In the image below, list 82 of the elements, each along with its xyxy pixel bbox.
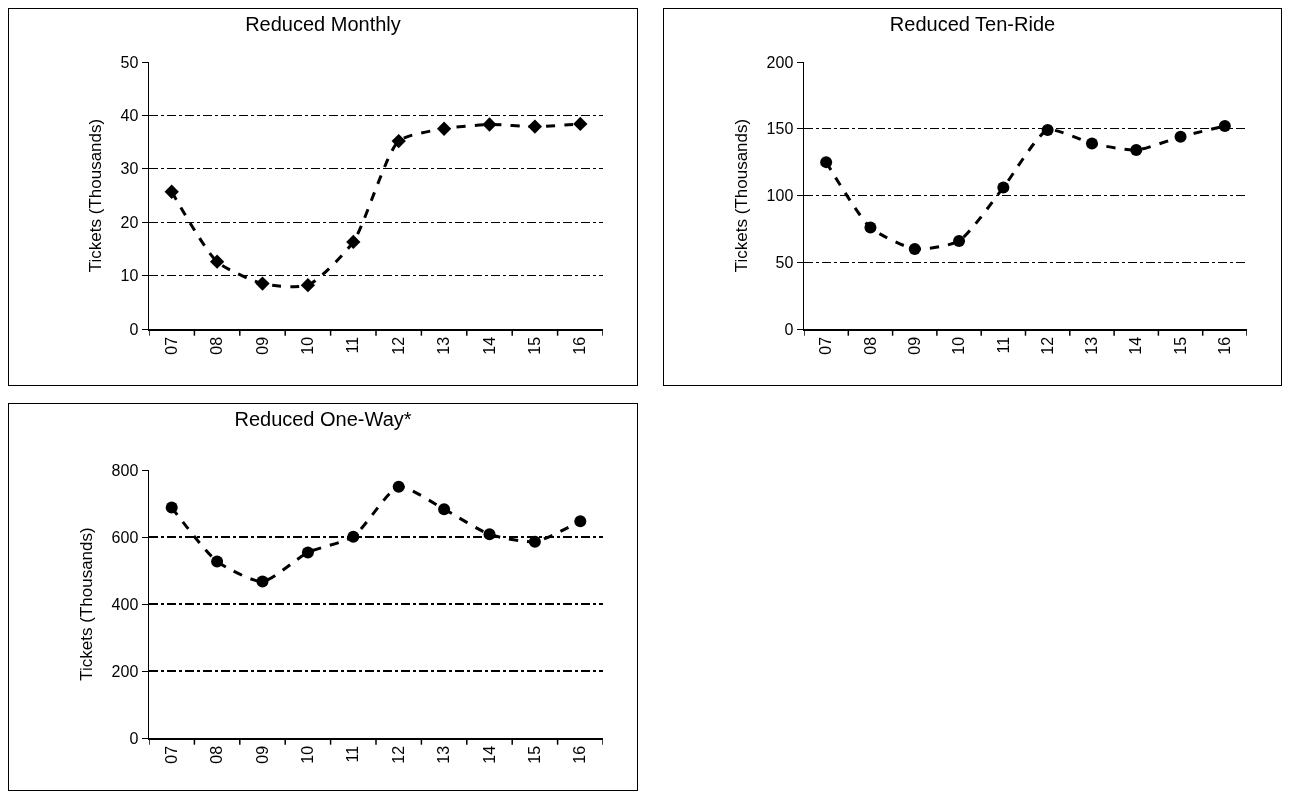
x-tick-label: 09 [905,336,923,355]
point [256,575,269,588]
y-tick-label: 0 [784,320,794,338]
y-tick-label: 30 [120,160,139,178]
y-tick-label: 40 [120,107,139,124]
y-tick-label: 50 [775,253,794,271]
point [209,254,225,269]
x-tick-label: 09 [253,336,271,355]
y-axis-title: Tickets (Thousands) [77,527,97,681]
y-tick-label: 800 [111,461,139,479]
point [1085,137,1098,150]
chart-title: Reduced Ten-Ride [889,12,1056,35]
point [392,480,405,493]
x-tick-label: 13 [1083,336,1101,355]
point [1174,130,1187,143]
x-tick-label: 07 [817,336,835,355]
point [1218,120,1231,133]
x-tick-label: 14 [480,745,498,764]
x-tick-label: 12 [1038,336,1056,355]
point [573,116,588,132]
x-tick-label: 11 [344,336,362,354]
x-tick-label: 11 [344,745,362,763]
y-tick-label: 10 [120,267,139,285]
x-tick-label: 14 [1127,336,1145,355]
point [527,119,543,134]
y-axis-title: Tickets (Thousands) [732,118,752,273]
x-tick-label: 15 [526,745,544,764]
y-tick-label: 0 [129,729,139,747]
point [300,278,316,293]
point [164,184,179,199]
y-tick-label: 50 [120,53,139,71]
point [391,133,406,149]
x-tick-label: 07 [162,745,180,764]
x-tick-label: 09 [253,745,271,764]
x-tick-label: 16 [571,745,589,764]
point [953,234,966,247]
y-axis-title: Tickets (Thousands) [86,118,106,273]
y-tick-label: 0 [129,320,139,338]
point [908,242,921,255]
x-tick-label: 08 [208,336,226,355]
x-tick-label: 08 [208,745,226,764]
point [211,555,224,568]
point [1041,124,1054,137]
x-tick-label: 15 [526,336,544,355]
point [482,117,497,132]
point [301,546,314,559]
y-tick-label: 100 [766,187,794,205]
x-tick-label: 12 [389,336,407,355]
point [165,501,178,514]
x-tick-label: 10 [299,745,317,764]
point [1130,144,1143,157]
point [574,515,587,528]
x-tick-label: 13 [435,745,453,764]
point [255,276,270,291]
y-tick-label: 150 [766,120,794,138]
x-tick-label: 07 [162,336,180,355]
x-tick-label: 14 [480,336,498,355]
x-tick-label: 10 [299,336,317,355]
y-tick-label: 400 [111,595,139,613]
x-tick-label: 08 [861,336,879,355]
chart-title: Reduced One-Way* [234,407,412,430]
y-tick-label: 200 [111,662,139,680]
point [347,530,360,543]
point [997,181,1010,194]
point [528,535,541,548]
x-tick-label: 16 [1216,336,1234,355]
point [483,528,496,541]
point [436,121,452,136]
chart-title: Reduced Monthly [245,12,401,35]
x-tick-label: 13 [435,336,453,355]
x-tick-label: 10 [950,336,968,355]
point [864,221,877,234]
point [820,156,833,169]
y-tick-label: 20 [120,213,139,231]
x-tick-label: 11 [994,336,1012,354]
point [438,503,451,516]
x-tick-label: 12 [389,745,407,764]
y-tick-label: 200 [766,53,794,71]
point [346,234,361,250]
x-tick-label: 16 [571,336,589,355]
x-tick-label: 15 [1171,336,1189,355]
y-tick-label: 600 [111,528,139,546]
